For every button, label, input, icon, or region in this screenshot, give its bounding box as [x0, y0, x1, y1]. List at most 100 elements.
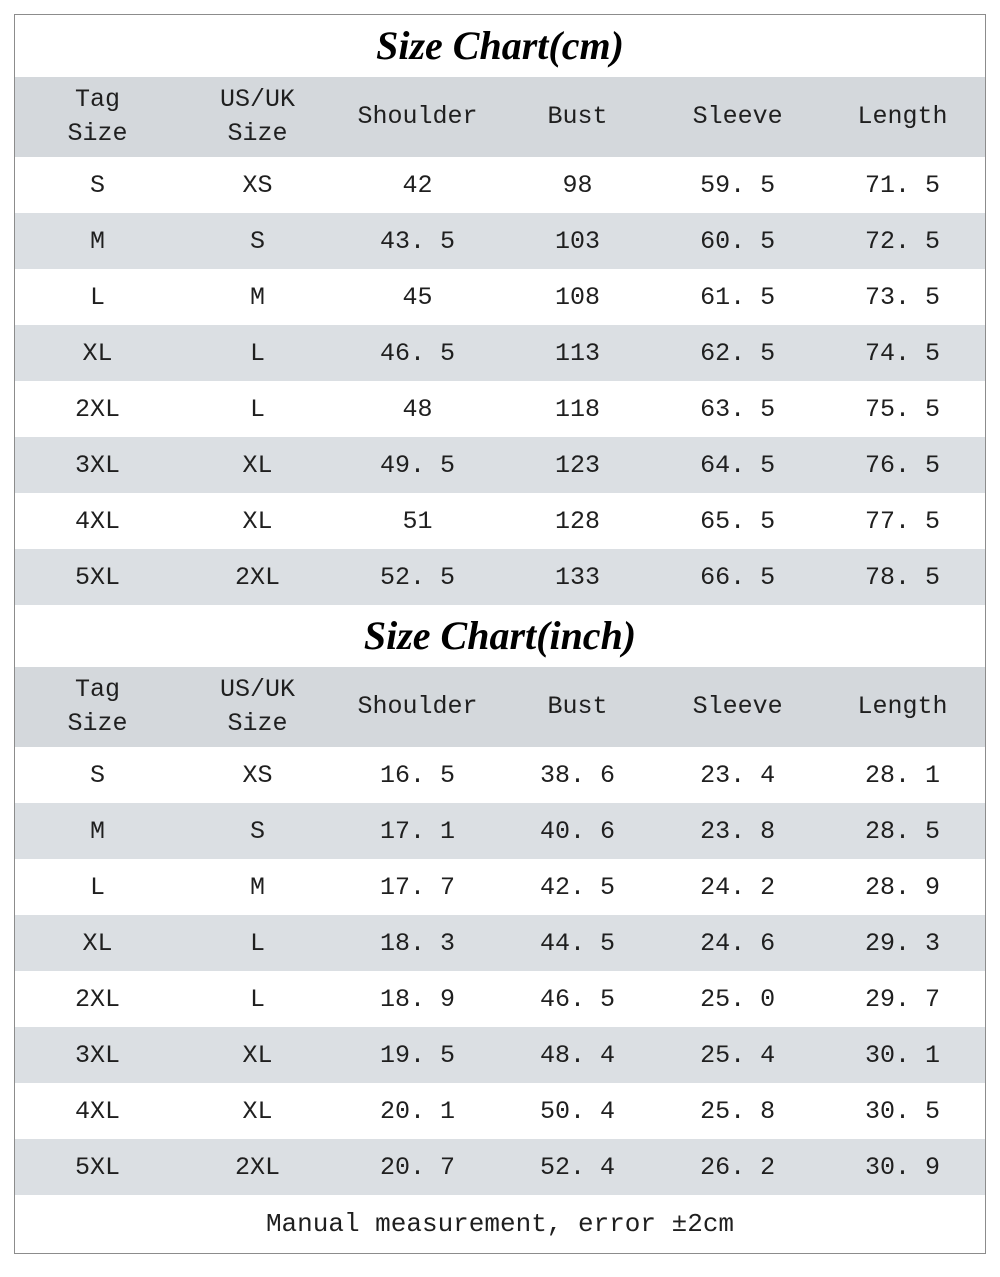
table-cell: 3XL [15, 437, 180, 493]
table-cell: 60. 5 [655, 213, 821, 269]
table-cell: 52. 4 [499, 1139, 656, 1195]
table-cell: 18. 9 [335, 971, 500, 1027]
table-cell: 108 [499, 269, 656, 325]
table-cell: 17. 7 [335, 859, 500, 915]
size-table-inch: Tag Size US/UK Size Shoulder Bust Sleeve Leng… [15, 667, 985, 1195]
table-cell: 51 [335, 493, 500, 549]
table-row: 3XL XL 49. 5 123 64. 5 76. 5 [15, 437, 985, 493]
table-cell: 78. 5 [820, 549, 985, 605]
table-row: 2XL L 18. 9 46. 5 25. 0 29. 7 [15, 971, 985, 1027]
table-cell: 24. 2 [655, 859, 821, 915]
table-cell: 59. 5 [655, 157, 821, 213]
column-header: Length [820, 667, 985, 747]
chart-title-inch: Size Chart(inch) [15, 605, 985, 667]
table-cell: 45 [335, 269, 500, 325]
table-cell: L [15, 859, 180, 915]
table-row: XL L 18. 3 44. 5 24. 6 29. 3 [15, 915, 985, 971]
table-cell: 49. 5 [335, 437, 500, 493]
table-cell: 40. 6 [499, 803, 656, 859]
table-cell: 29. 7 [820, 971, 985, 1027]
table-cell: 26. 2 [655, 1139, 821, 1195]
table-cell: M [15, 213, 180, 269]
column-header: Shoulder [335, 77, 500, 157]
table-cell: 71. 5 [820, 157, 985, 213]
table-cell: 20. 7 [335, 1139, 500, 1195]
table-cell: S [15, 157, 180, 213]
table-cell: 43. 5 [335, 213, 500, 269]
table-cell: XS [179, 157, 336, 213]
column-header: Sleeve [655, 77, 821, 157]
table-cell: 48 [335, 381, 500, 437]
table-cell: 18. 3 [335, 915, 500, 971]
table-cell: 133 [499, 549, 656, 605]
table-cell: 30. 5 [820, 1083, 985, 1139]
chart-frame: Size Chart(cm) Tag Size US/UK Size Shoulde… [14, 14, 986, 1254]
table-cell: 30. 9 [820, 1139, 985, 1195]
table-cell: 2XL [179, 549, 336, 605]
table-cell: 16. 5 [335, 747, 500, 803]
table-cell: 76. 5 [820, 437, 985, 493]
header-row: Tag Size US/UK Size Shoulder Bust Sleeve Leng… [15, 667, 985, 747]
table-cell: 74. 5 [820, 325, 985, 381]
table-cell: 42 [335, 157, 500, 213]
table-cell: 62. 5 [655, 325, 821, 381]
table-cell: 23. 8 [655, 803, 821, 859]
table-row: 4XL XL 20. 1 50. 4 25. 8 30. 5 [15, 1083, 985, 1139]
table-cell: M [179, 269, 336, 325]
table-cell: 66. 5 [655, 549, 821, 605]
table-cell: S [179, 213, 336, 269]
table-cell: 113 [499, 325, 656, 381]
table-cell: 128 [499, 493, 656, 549]
table-cell: S [179, 803, 336, 859]
table-cell: L [179, 325, 336, 381]
table-cell: 46. 5 [499, 971, 656, 1027]
table-cell: 5XL [15, 1139, 180, 1195]
table-row: 4XL XL 51 128 65. 5 77. 5 [15, 493, 985, 549]
table-cell: 28. 9 [820, 859, 985, 915]
table-row: 5XL 2XL 20. 7 52. 4 26. 2 30. 9 [15, 1139, 985, 1195]
table-cell: 61. 5 [655, 269, 821, 325]
table-cell: 4XL [15, 1083, 180, 1139]
measurement-note: Manual measurement, error ±2cm [15, 1195, 985, 1253]
table-cell: 4XL [15, 493, 180, 549]
table-cell: XL [179, 493, 336, 549]
table-cell: 17. 1 [335, 803, 500, 859]
column-header: Tag Size [15, 667, 180, 747]
table-cell: 48. 4 [499, 1027, 656, 1083]
table-row: 5XL 2XL 52. 5 133 66. 5 78. 5 [15, 549, 985, 605]
column-header: Sleeve [655, 667, 821, 747]
table-cell: S [15, 747, 180, 803]
table-cell: 3XL [15, 1027, 180, 1083]
table-cell: 28. 5 [820, 803, 985, 859]
table-cell: 30. 1 [820, 1027, 985, 1083]
table-cell: 42. 5 [499, 859, 656, 915]
column-header: Shoulder [335, 667, 500, 747]
table-cell: 46. 5 [335, 325, 500, 381]
chart-title-cm: Size Chart(cm) [15, 15, 985, 77]
table-cell: 28. 1 [820, 747, 985, 803]
table-cell: M [179, 859, 336, 915]
column-header: US/UK Size [179, 77, 336, 157]
table-row: S XS 16. 5 38. 6 23. 4 28. 1 [15, 747, 985, 803]
table-cell: 64. 5 [655, 437, 821, 493]
table-cell: XL [179, 437, 336, 493]
table-cell: 23. 4 [655, 747, 821, 803]
size-table-cm: Tag Size US/UK Size Shoulder Bust Sleeve Leng… [15, 77, 985, 605]
table-cell: L [15, 269, 180, 325]
table-cell: L [179, 381, 336, 437]
table-cell: 2XL [15, 381, 180, 437]
table-row: 3XL XL 19. 5 48. 4 25. 4 30. 1 [15, 1027, 985, 1083]
table-cell: 103 [499, 213, 656, 269]
table-cell: 73. 5 [820, 269, 985, 325]
column-header: US/UK Size [179, 667, 336, 747]
column-header: Length [820, 77, 985, 157]
table-row: 2XL L 48 118 63. 5 75. 5 [15, 381, 985, 437]
column-header: Tag Size [15, 77, 180, 157]
table-cell: 29. 3 [820, 915, 985, 971]
table-cell: 44. 5 [499, 915, 656, 971]
table-cell: 24. 6 [655, 915, 821, 971]
table-row: L M 17. 7 42. 5 24. 2 28. 9 [15, 859, 985, 915]
table-cell: L [179, 971, 336, 1027]
table-cell: XL [179, 1027, 336, 1083]
